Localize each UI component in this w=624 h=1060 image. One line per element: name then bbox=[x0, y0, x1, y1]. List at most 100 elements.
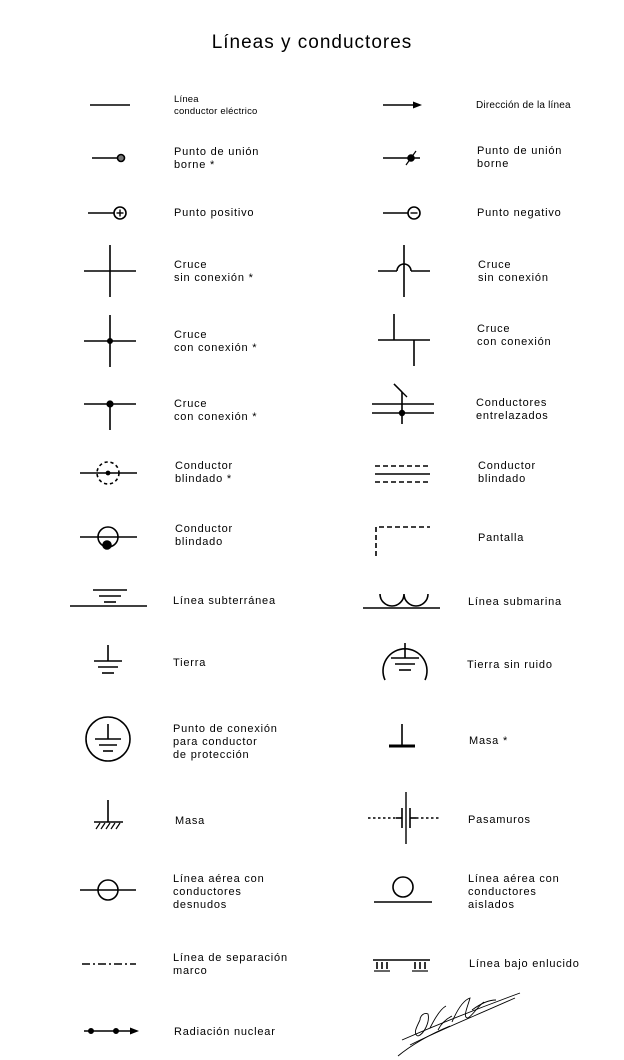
label-noiseless-ground: Tierra sin ruido bbox=[467, 659, 553, 672]
label-overhead-bare-line: Línea aérea con conductores desnudos bbox=[173, 873, 265, 912]
negative-point-symbol bbox=[383, 206, 421, 220]
label-line-1: Punto positivo bbox=[174, 207, 255, 219]
shielded-conductor-dashed-symbol bbox=[375, 465, 430, 483]
label-negative-point: Punto negativo bbox=[477, 207, 562, 220]
label-line-2: sin conexión bbox=[478, 272, 549, 284]
line-direction-symbol bbox=[383, 101, 422, 109]
label-junction-terminal: Punto de unión borne * bbox=[174, 146, 259, 172]
label-line-2: conductores bbox=[468, 886, 537, 898]
label-crossing-with-connection: Cruce con conexión * bbox=[174, 329, 257, 355]
underground-line-symbol bbox=[70, 589, 147, 607]
label-shielded-conductor: Conductor blindado * bbox=[175, 460, 233, 486]
label-line-1: Dirección de la línea bbox=[476, 100, 571, 111]
label-underground-line: Línea subterránea bbox=[173, 595, 276, 608]
crossing-with-connection-offset-symbol bbox=[378, 314, 430, 366]
label-under-plaster-line: Línea bajo enlucido bbox=[469, 958, 580, 971]
label-line-1: Cruce bbox=[174, 259, 208, 271]
label-line-1: Punto negativo bbox=[477, 207, 562, 219]
label-submarine-line: Línea submarina bbox=[468, 596, 562, 609]
label-crossing-with-connection-2: Cruce con conexión bbox=[477, 323, 551, 349]
label-separation-line: Línea de separación marco bbox=[173, 952, 288, 978]
label-line-2: con conexión * bbox=[174, 342, 258, 354]
shielded-conductor-grounded-symbol bbox=[80, 526, 137, 550]
nuclear-radiation-symbol bbox=[84, 1027, 139, 1035]
label-junction-terminal-2: Punto de unión borne bbox=[477, 145, 562, 171]
label-line-direction: Dirección de la línea bbox=[476, 99, 571, 112]
author-signature bbox=[397, 992, 521, 1057]
label-line-1: Línea aérea con bbox=[173, 873, 265, 885]
label-line-2: conductores bbox=[173, 886, 242, 898]
overhead-bare-line-symbol bbox=[80, 879, 136, 901]
crossing-no-connection-symbol bbox=[84, 245, 136, 297]
label-line-1: Pantalla bbox=[478, 532, 525, 544]
screen-symbol bbox=[375, 526, 430, 556]
label-line-1: Masa bbox=[175, 815, 206, 827]
label-crossing-no-connection-2: Cruce sin conexión bbox=[478, 259, 549, 285]
label-positive-point: Punto positivo bbox=[174, 207, 254, 220]
mass-symbol bbox=[94, 800, 123, 830]
overhead-insulated-line-symbol bbox=[374, 876, 432, 903]
label-line-2: conductor eléctrico bbox=[174, 106, 258, 117]
label-line-2: para conductor bbox=[173, 736, 258, 748]
label-line-2: con conexión * bbox=[174, 411, 258, 423]
label-line-1: Línea bbox=[174, 94, 199, 105]
label-line-1: Conductor bbox=[175, 523, 233, 535]
ground-symbol bbox=[94, 645, 122, 674]
under-plaster-line-symbol bbox=[373, 959, 430, 972]
label-wall-bushing: Pasamuros bbox=[468, 814, 531, 827]
interlaced-conductors-symbol bbox=[372, 383, 434, 424]
label-line-2: sin conexión * bbox=[174, 272, 254, 284]
label-line-2: blindado bbox=[175, 536, 223, 548]
label-overhead-insulated-line: Línea aérea con conductores aislados bbox=[468, 873, 560, 912]
crossing-no-connection-hop-symbol bbox=[378, 245, 430, 297]
wall-bushing-symbol bbox=[368, 792, 440, 844]
label-shielded-conductor-2: Conductor blindado bbox=[478, 460, 536, 486]
label-line-1: Línea de separación bbox=[173, 952, 288, 964]
label-line-2: entrelazados bbox=[476, 410, 549, 422]
label-line-1: Conductor bbox=[478, 460, 536, 472]
label-shielded-conductor-grounded: Conductor blindado bbox=[175, 523, 233, 549]
label-line-2: marco bbox=[173, 965, 208, 977]
label-line-1: Tierra bbox=[173, 657, 207, 669]
label-line-1: Punto de unión bbox=[477, 145, 563, 157]
chassis-ground-symbol bbox=[389, 724, 415, 748]
label-line-2: borne bbox=[477, 158, 510, 170]
label-line-1: Línea aérea con bbox=[468, 873, 560, 885]
label-tee-connection: Cruce con conexión * bbox=[174, 398, 257, 424]
protective-conductor-point-symbol bbox=[85, 716, 131, 762]
label-screen: Pantalla bbox=[478, 532, 524, 545]
label-protective-conductor-point: Punto de conexión para conductor de prot… bbox=[173, 723, 278, 762]
label-line-1: Punto de unión bbox=[174, 146, 260, 158]
label-line-1: Radiación nuclear bbox=[174, 1026, 276, 1038]
label-line-1: Cruce bbox=[477, 323, 511, 335]
label-line-1: Cruce bbox=[174, 398, 208, 410]
label-line-2: con conexión bbox=[477, 336, 552, 348]
label-line-1: Línea subterránea bbox=[173, 595, 276, 607]
label-line-1: Línea submarina bbox=[468, 596, 562, 608]
label-line-1: Conductores bbox=[476, 397, 548, 409]
label-interlaced-conductors: Conductores entrelazados bbox=[476, 397, 549, 423]
shielded-conductor-symbol bbox=[80, 461, 137, 485]
label-line-2: blindado * bbox=[175, 473, 232, 485]
label-line-1: Cruce bbox=[478, 259, 512, 271]
label-nuclear-radiation: Radiación nuclear bbox=[174, 1026, 276, 1039]
label-crossing-no-connection: Cruce sin conexión * bbox=[174, 259, 254, 285]
label-line-1: Pasamuros bbox=[468, 814, 531, 826]
label-line-1: Punto de conexión bbox=[173, 723, 278, 735]
label-line-1: Tierra sin ruido bbox=[467, 659, 553, 671]
label-electric-line: Línea conductor eléctrico bbox=[174, 94, 258, 118]
submarine-line-symbol bbox=[363, 593, 440, 609]
noiseless-ground-symbol bbox=[382, 643, 428, 681]
junction-terminal-symbol-2 bbox=[383, 150, 420, 166]
label-chassis-ground: Masa * bbox=[469, 735, 508, 748]
positive-point-symbol bbox=[88, 206, 127, 220]
label-mass: Masa bbox=[175, 815, 205, 828]
label-line-3: de protección bbox=[173, 749, 250, 761]
label-ground: Tierra bbox=[173, 657, 206, 670]
label-line-1: Conductor bbox=[175, 460, 233, 472]
crossing-with-connection-symbol bbox=[84, 315, 136, 367]
label-line-1: Línea bajo enlucido bbox=[469, 958, 580, 970]
label-line-1: Cruce bbox=[174, 329, 208, 341]
page-title: Líneas y conductores bbox=[211, 32, 413, 53]
